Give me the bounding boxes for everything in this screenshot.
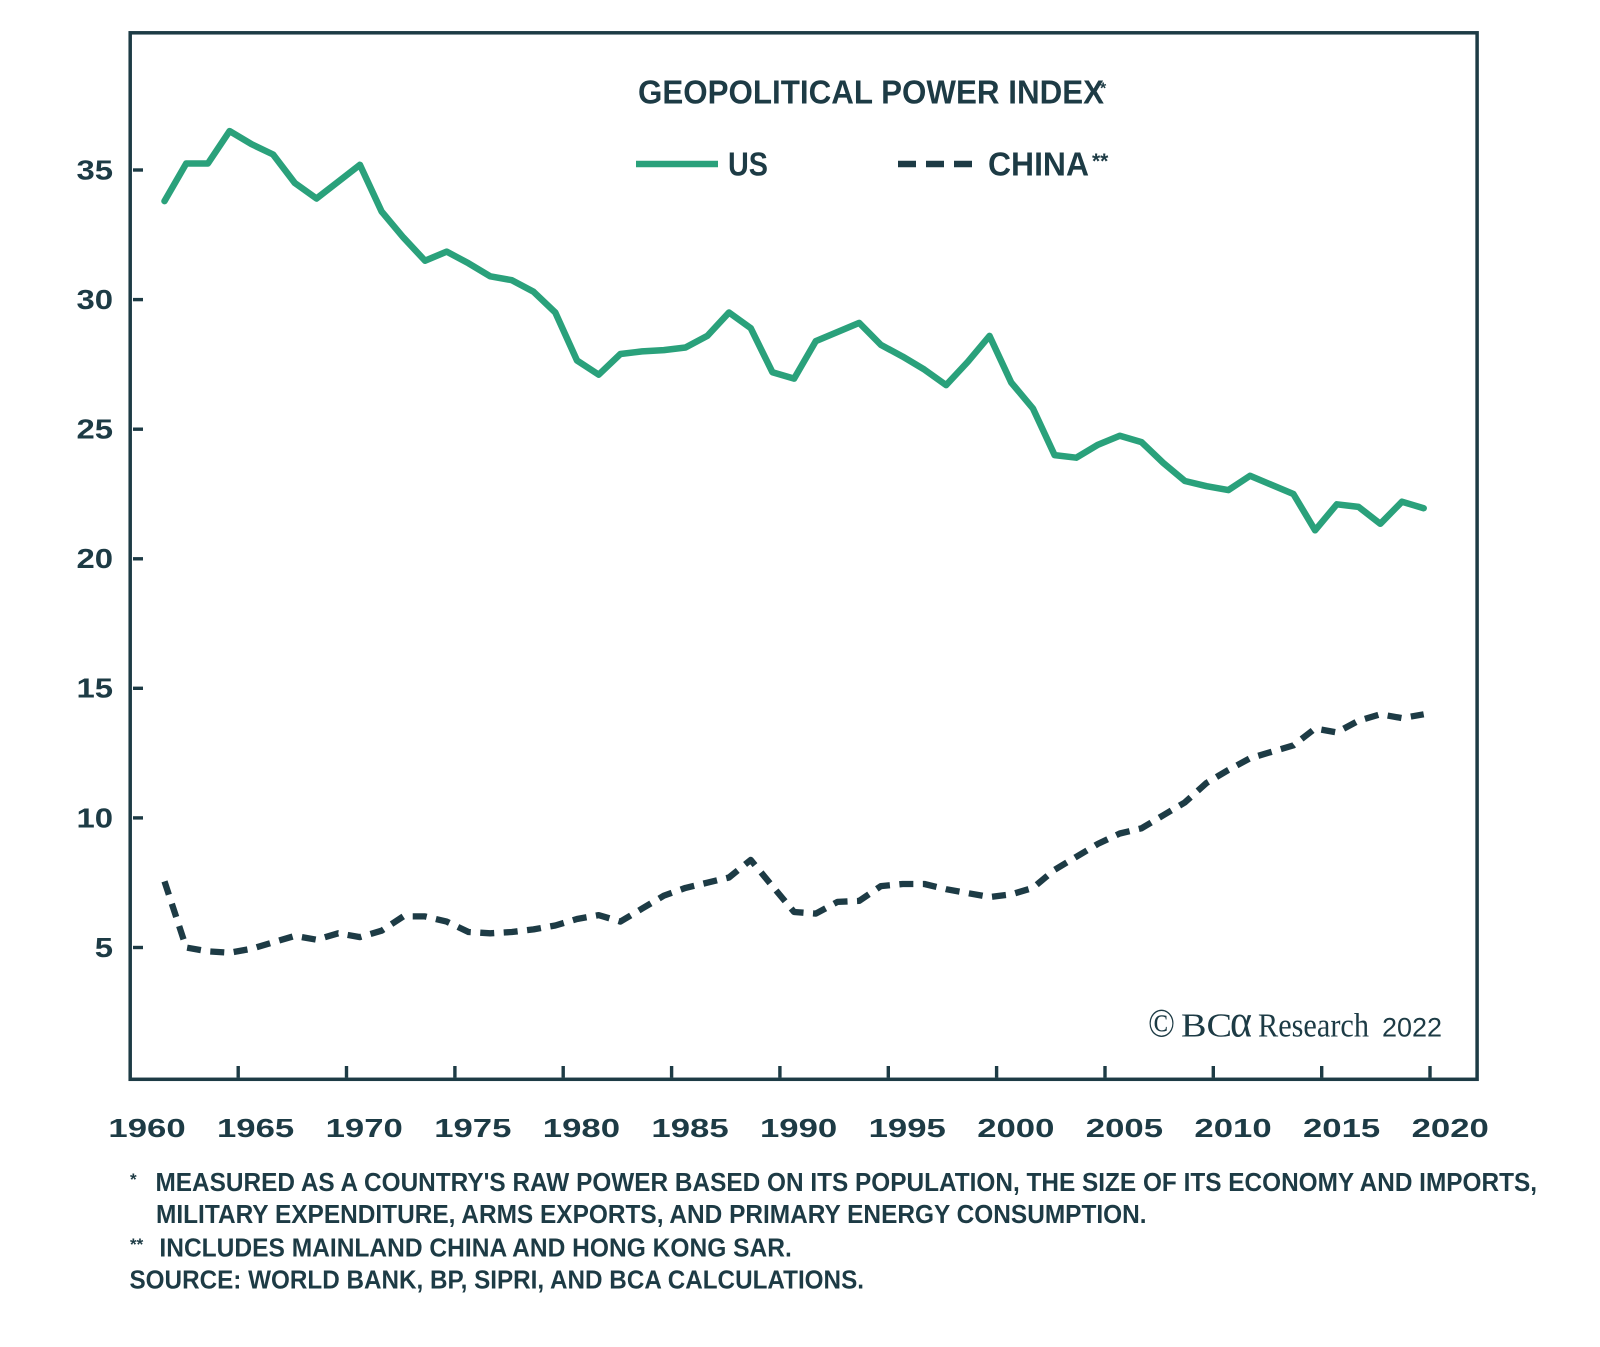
svg-text:US: US [728, 146, 768, 183]
svg-text:INCLUDES MAINLAND CHINA AND HO: INCLUDES MAINLAND CHINA AND HONG KONG SA… [159, 1234, 791, 1262]
svg-text:1985: 1985 [651, 1113, 728, 1143]
svg-text:30: 30 [76, 284, 113, 315]
svg-text:MEASURED AS A COUNTRY'S RAW PO: MEASURED AS A COUNTRY'S RAW POWER BASED … [156, 1169, 1538, 1197]
svg-text:1965: 1965 [217, 1113, 294, 1143]
svg-text:2010: 2010 [1194, 1113, 1271, 1143]
svg-text:CHINA: CHINA [988, 146, 1089, 183]
svg-text:α: α [1230, 995, 1252, 1047]
svg-text:1960: 1960 [108, 1113, 185, 1143]
svg-text:BC: BC [1181, 1007, 1232, 1044]
svg-text:2015: 2015 [1303, 1113, 1380, 1143]
svg-text:Research: Research [1258, 1007, 1369, 1044]
svg-text:15: 15 [76, 673, 113, 704]
svg-text:©: © [1148, 1000, 1175, 1045]
svg-text:5: 5 [95, 932, 113, 963]
svg-text:1990: 1990 [760, 1113, 837, 1143]
svg-text:25: 25 [76, 414, 113, 445]
svg-text:2022: 2022 [1382, 1012, 1442, 1042]
svg-text:2000: 2000 [977, 1113, 1054, 1143]
svg-text:*: * [1100, 81, 1107, 98]
svg-text:1970: 1970 [326, 1113, 403, 1143]
svg-text:35: 35 [76, 155, 113, 186]
svg-text:1995: 1995 [869, 1113, 946, 1143]
svg-text:**: ** [1092, 150, 1109, 173]
svg-text:20: 20 [76, 543, 113, 574]
svg-text:1980: 1980 [543, 1113, 620, 1143]
svg-text:2020: 2020 [1412, 1113, 1489, 1143]
svg-text:2005: 2005 [1086, 1113, 1163, 1143]
svg-text:MILITARY EXPENDITURE, ARMS EXP: MILITARY EXPENDITURE, ARMS EXPORTS, AND … [156, 1201, 1147, 1229]
svg-text:*: * [130, 1170, 137, 1189]
svg-text:**: ** [130, 1235, 144, 1254]
svg-text:GEOPOLITICAL POWER INDEX: GEOPOLITICAL POWER INDEX [638, 74, 1104, 111]
svg-text:1975: 1975 [434, 1113, 511, 1143]
svg-text:10: 10 [76, 803, 113, 834]
svg-text:SOURCE: WORLD BANK, BP, SIPRI,: SOURCE: WORLD BANK, BP, SIPRI, AND BCA C… [130, 1266, 865, 1294]
